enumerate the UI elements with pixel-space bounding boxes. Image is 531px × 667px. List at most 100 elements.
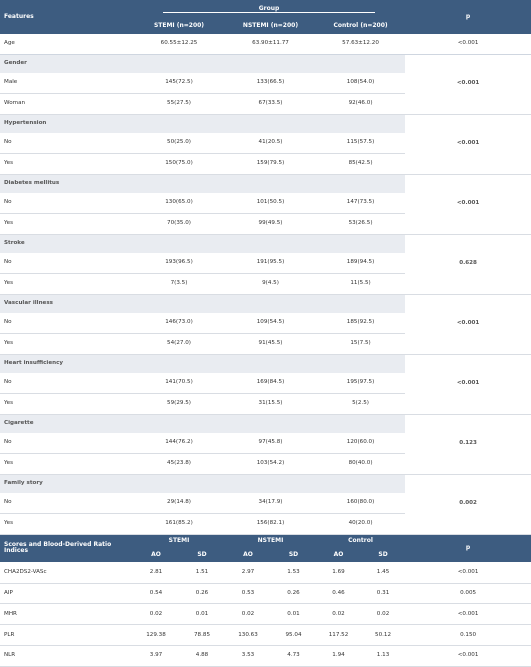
cell-value: 145(72.5) — [133, 73, 225, 95]
table-row: Woman 55(27.5) 67(33.5) 92(46.0) — [0, 93, 531, 115]
score-row: CHA2DS2-VASc 2.81 1.51 2.97 1.53 1.69 1.45 <0.0… — [0, 562, 531, 584]
cell-value: 59(29.5) — [133, 393, 225, 415]
section-p: <0.001 — [405, 294, 531, 355]
score-value: 0.01 — [271, 603, 316, 626]
table-row: No 144(76.2) 97(45.8) 120(60.0) — [0, 433, 531, 455]
score-p: 0.150 — [405, 624, 531, 647]
cell-value: 50(25.0) — [133, 133, 225, 155]
score-value: 0.02 — [316, 603, 361, 626]
cell-value: 160(80.0) — [316, 493, 406, 515]
score-label: NLR — [0, 645, 133, 667]
row-label: No — [0, 433, 133, 455]
age-p: <0.001 — [405, 34, 531, 55]
score-value: 1.13 — [361, 645, 406, 667]
section-title: Family story — [4, 480, 43, 487]
row-label: No — [0, 313, 133, 335]
score-label: AIP — [0, 583, 133, 605]
cell-value: 9(4.5) — [225, 273, 316, 295]
cell-value: 141(70.5) — [133, 373, 225, 395]
score-value: 117.52 — [316, 624, 361, 647]
score-row: NLR 3.97 4.88 3.53 4.73 1.94 1.13 <0.001 — [0, 645, 531, 667]
cell-value: 147(73.5) — [316, 193, 406, 215]
ao-header: AO — [151, 551, 161, 559]
row-label: Yes — [0, 393, 133, 415]
section-row: Hypertension <0.001 — [0, 114, 531, 175]
score-p: <0.001 — [405, 645, 531, 667]
cell-value: 195(97.5) — [316, 373, 406, 395]
section-p: <0.001 — [405, 354, 531, 415]
cell-value: 103(54.2) — [225, 453, 316, 475]
score-p: <0.001 — [405, 603, 531, 626]
cell-value: 150(75.0) — [133, 153, 225, 175]
section-row: Cigarette 0.123 — [0, 414, 531, 475]
cell-value: 159(79.5) — [225, 153, 316, 175]
scores-group-header: NSTEMI — [257, 537, 284, 545]
score-value: 130.63 — [225, 624, 271, 647]
sd-header: SD — [378, 551, 388, 559]
cell-value: 55(27.5) — [133, 93, 225, 115]
section-p: <0.001 — [405, 54, 531, 115]
section-title: Hypertension — [4, 120, 47, 127]
scores-title: Scores and Blood-Derived Ratio Indices — [4, 540, 112, 555]
score-value: 95.04 — [271, 624, 316, 647]
cell-value: 85(42.5) — [316, 153, 406, 175]
score-value: 1.51 — [179, 562, 225, 584]
row-label: No — [0, 493, 133, 515]
score-value: 3.53 — [225, 645, 271, 667]
cell-value: 120(60.0) — [316, 433, 406, 455]
row-label: Yes — [0, 153, 133, 175]
score-value: 129.38 — [133, 624, 179, 647]
table-row: No 141(70.5) 169(84.5) 195(97.5) — [0, 373, 531, 395]
row-label: Woman — [0, 93, 133, 115]
score-row: MHR 0.02 0.01 0.02 0.01 0.02 0.02 <0.001 — [0, 603, 531, 626]
cell-value: 41(20.5) — [225, 133, 316, 155]
cell-value: 115(57.5) — [316, 133, 406, 155]
score-label: CHA2DS2-VASc — [0, 562, 133, 584]
cell-value: 144(76.2) — [133, 433, 225, 455]
score-value: 50.12 — [361, 624, 406, 647]
row-label: Yes — [0, 273, 133, 295]
header-row-columns: STEMI (n=200) NSTEMI (n=200) Control (n=… — [0, 18, 531, 34]
ao-header: AO — [243, 551, 253, 559]
cell-value: 67(33.5) — [225, 93, 316, 115]
score-value: 0.26 — [271, 583, 316, 605]
row-label: Yes — [0, 453, 133, 475]
cell-value: 97(45.8) — [225, 433, 316, 455]
cell-value: 70(35.0) — [133, 213, 225, 235]
cell-value: 92(46.0) — [316, 93, 406, 115]
cell-value: 53(26.5) — [316, 213, 406, 235]
score-value: 2.97 — [225, 562, 271, 584]
score-row: PLR 129.38 78.85 130.63 95.04 117.52 50.12 0.15… — [0, 624, 531, 647]
cell-value: 146(73.0) — [133, 313, 225, 335]
section-title: Gender — [4, 60, 27, 67]
features-header: Features — [4, 13, 34, 20]
score-p: 0.005 — [405, 583, 531, 605]
section-title: Stroke — [4, 240, 25, 247]
table-row: Yes 70(35.0) 99(49.5) 53(26.5) — [0, 213, 531, 235]
score-value: 0.02 — [225, 603, 271, 626]
table-row: No 146(73.0) 109(54.5) 185(92.5) — [0, 313, 531, 335]
section-row: Stroke 0.628 — [0, 234, 531, 295]
cell-value: 54(27.0) — [133, 333, 225, 355]
scores-p-header: p — [465, 544, 471, 552]
score-value: 0.53 — [225, 583, 271, 605]
table-row: Yes 59(29.5) 31(15.5) 5(2.5) — [0, 393, 531, 415]
score-value: 1.69 — [316, 562, 361, 584]
section-p: <0.001 — [405, 114, 531, 175]
cell-value: 169(84.5) — [225, 373, 316, 395]
score-value: 1.53 — [271, 562, 316, 584]
section-row: Diabetes mellitus <0.001 — [0, 174, 531, 235]
row-label: No — [0, 253, 133, 275]
score-p: <0.001 — [405, 562, 531, 584]
cell-value: 29(14.8) — [133, 493, 225, 515]
cell-value: 80(40.0) — [316, 453, 406, 475]
score-label: MHR — [0, 603, 133, 626]
score-value: 3.97 — [133, 645, 179, 667]
age-control: 57.63±12.20 — [316, 34, 406, 55]
age-nstemi: 63.90±11.77 — [225, 34, 316, 55]
section-p: <0.001 — [405, 174, 531, 235]
group-header: Group — [133, 0, 405, 18]
cell-value: 11(5.5) — [316, 273, 406, 295]
cell-value: 161(85.2) — [133, 513, 225, 535]
